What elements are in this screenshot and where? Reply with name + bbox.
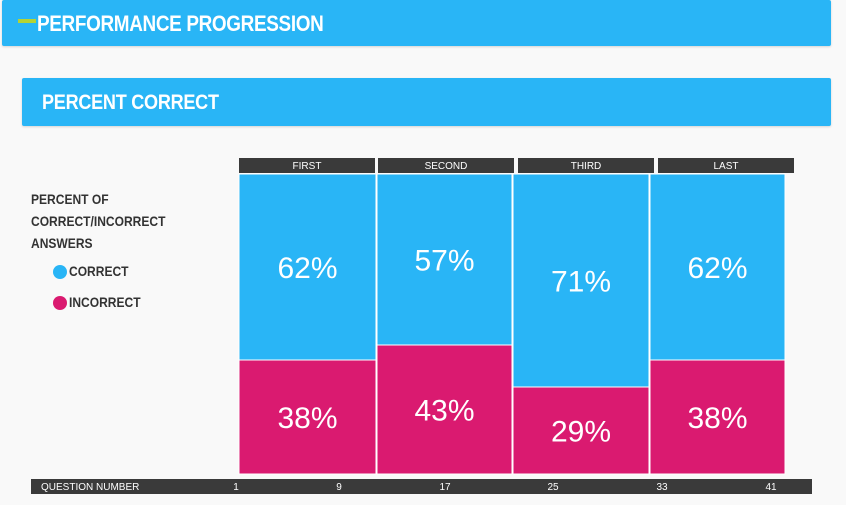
category-header-last (658, 158, 794, 173)
legend-heading-line-3: ANSWERS (31, 235, 93, 251)
chart-legend: PERCENT OF CORRECT/INCORRECT ANSWERS COR… (31, 188, 231, 310)
data-label-incorrect: 38% (687, 402, 747, 435)
header-accent-mark (18, 19, 36, 23)
legend-label-incorrect: INCORRECT (69, 294, 141, 310)
legend-label-correct: CORRECT (69, 263, 129, 279)
data-label-incorrect: 38% (277, 402, 337, 435)
bar-correct (238, 173, 377, 361)
legend-heading-line-1: PERCENT OF (31, 191, 109, 207)
x-tick-label: 1 (233, 482, 239, 493)
category-header-first (239, 158, 375, 173)
bar-incorrect (512, 386, 650, 475)
data-label-correct: 62% (277, 252, 337, 285)
x-axis-label: QUESTION NUMBER (41, 482, 139, 493)
page-title: PERFORMANCE PROGRESSION (37, 11, 324, 36)
page-header-banner: PERFORMANCE PROGRESSION (2, 0, 831, 46)
x-tick-label: 17 (439, 482, 451, 493)
x-tick-label: 25 (547, 482, 559, 493)
bar-incorrect (649, 359, 786, 475)
category-label: LAST (713, 161, 738, 172)
category-label: SECOND (425, 161, 468, 172)
data-label-correct: 71% (551, 266, 611, 299)
category-header-third (518, 158, 654, 173)
bar-correct (376, 173, 513, 346)
x-tick-label: 9 (336, 482, 342, 493)
category-label: FIRST (293, 161, 322, 172)
category-header-second (378, 158, 514, 173)
data-label-incorrect: 43% (414, 395, 474, 428)
bar-correct (649, 173, 786, 361)
data-label-correct: 57% (414, 245, 474, 278)
section-header: PERCENT CORRECT (22, 78, 831, 126)
category-label: THIRD (571, 161, 602, 172)
legend-dot-incorrect (53, 296, 67, 310)
x-tick-label: 41 (765, 482, 777, 493)
x-tick-label: 33 (656, 482, 668, 493)
bar-incorrect (238, 359, 377, 475)
x-axis-strip (31, 479, 812, 494)
data-label-correct: 62% (687, 252, 747, 285)
legend-heading-line-2: CORRECT/INCORRECT (31, 213, 166, 229)
data-label-incorrect: 29% (551, 416, 611, 449)
section-title: PERCENT CORRECT (42, 91, 219, 114)
legend-dot-correct (53, 265, 67, 279)
bar-incorrect (376, 344, 513, 475)
bar-correct (512, 173, 650, 388)
